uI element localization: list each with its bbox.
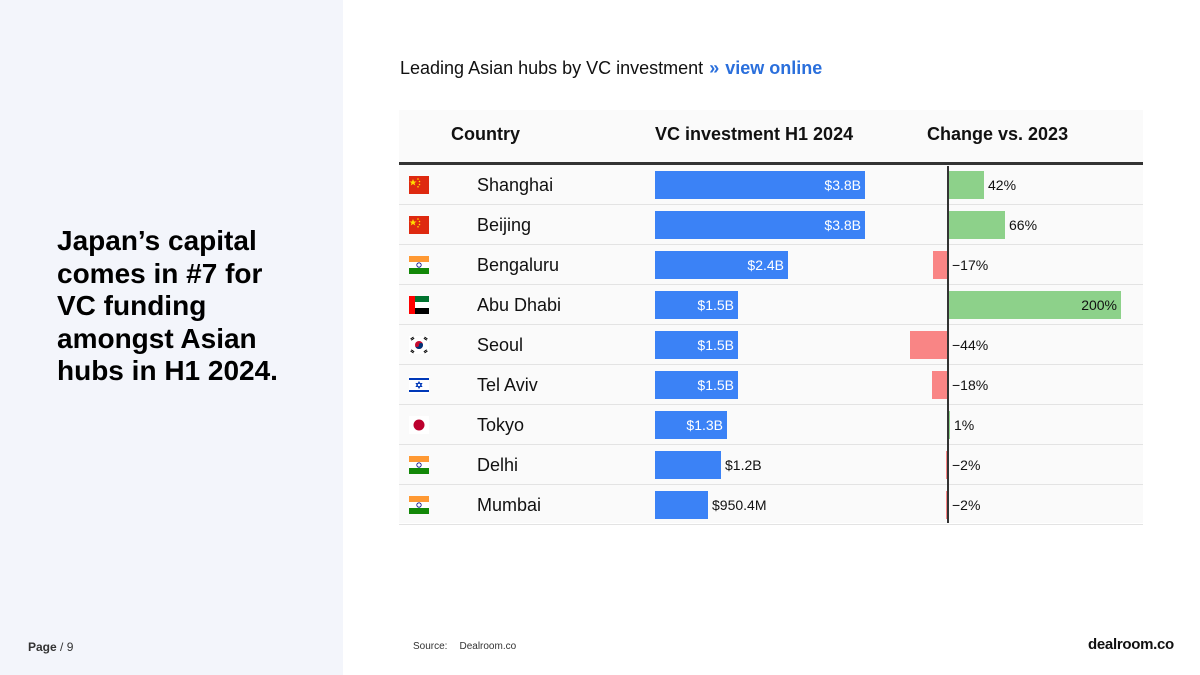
change-bar [948,291,1121,319]
table-row: Seoul $1.5B −44% [399,325,1143,365]
investment-bar [655,371,738,399]
table-row: Tokyo $1.3B 1% [399,405,1143,445]
investment-label: $1.5B [697,337,734,353]
city-name: Mumbai [477,495,542,515]
change-bar [948,171,984,199]
chart-title-text: Leading Asian hubs by VC investment [400,58,704,78]
page-number: Page / 9 [28,640,73,654]
column-header-country: Country [451,124,520,144]
hub-investment-table: Country VC investment H1 2024 Change vs.… [399,110,1143,525]
city-name: Beijing [477,215,532,235]
investment-bar [655,411,727,439]
south-korea-flag-icon [409,336,429,354]
investment-label: $1.5B [697,377,734,393]
investment-label: $1.3B [686,417,723,433]
city-name: Delhi [477,455,519,475]
table-row: Abu Dhabi $1.5B 200% [399,285,1143,325]
investment-bar [655,331,738,359]
investment-bar [655,251,788,279]
investment-bar [655,451,721,479]
page-label: Page [28,640,57,654]
israel-flag-icon [409,376,429,394]
city-name: Tokyo [477,415,525,435]
change-label: −44% [952,337,989,353]
city-name: Seoul [477,335,524,355]
left-panel: Japan’s capital comes in #7 for VC fundi… [0,0,343,675]
investment-bar [655,491,708,519]
investment-bar [655,171,865,199]
chart-title-separator: » [709,58,720,78]
table-row: Beijing $3.8B 66% [399,205,1143,245]
table-row: Delhi $1.2B −2% [399,445,1143,485]
investment-label: $3.8B [824,177,861,193]
china-flag-icon [409,216,429,234]
uae-flag-icon [409,296,429,314]
change-label: −2% [952,457,981,473]
source-note: Source: Dealroom.co [413,641,516,652]
source-value: Dealroom.co [459,641,517,652]
india-flag-icon [409,496,429,514]
change-zero-line [947,166,949,523]
headline: Japan’s capital comes in #7 for VC fundi… [57,225,278,386]
view-online-link[interactable]: view online [725,58,823,78]
table-row: Bengaluru $2.4B −17% [399,245,1143,285]
change-label: −17% [952,257,989,273]
investment-label: $950.4M [712,497,767,513]
change-label: 66% [1009,217,1038,233]
change-bar [933,251,948,279]
column-header-investment: VC investment H1 2024 [655,124,854,144]
india-flag-icon [409,456,429,474]
investment-label: $1.2B [725,457,762,473]
table-row: Shanghai $3.8B 42% [399,165,1143,205]
japan-flag-icon [409,416,429,434]
change-bar [948,211,1005,239]
change-bar [948,411,950,439]
investment-label: $3.8B [824,217,861,233]
chart-title: Leading Asian hubs by VC investment» view… [400,58,822,79]
change-label: −2% [952,497,981,513]
table-row: Mumbai $950.4M −2% [399,485,1143,525]
change-label: −18% [952,377,989,393]
change-label: 42% [988,177,1017,193]
city-name: Bengaluru [477,255,560,275]
source-label: Source: [413,641,448,652]
column-header-change: Change vs. 2023 [927,124,1069,144]
city-name: Abu Dhabi [477,295,562,315]
investment-bar [655,291,738,319]
change-bar [910,331,948,359]
investment-bar [655,211,865,239]
page-count: / 9 [60,640,74,654]
change-label: 1% [954,417,975,433]
table-row: Tel Aviv $1.5B −18% [399,365,1143,405]
header-divider [399,162,1143,165]
dealroom-logo: dealroom.co [1088,636,1174,653]
change-label: 200% [1081,297,1117,313]
investment-label: $2.4B [747,257,784,273]
investment-label: $1.5B [697,297,734,313]
china-flag-icon [409,176,429,194]
city-name: Tel Aviv [477,375,538,395]
change-bar [932,371,948,399]
city-name: Shanghai [477,175,554,195]
india-flag-icon [409,256,429,274]
